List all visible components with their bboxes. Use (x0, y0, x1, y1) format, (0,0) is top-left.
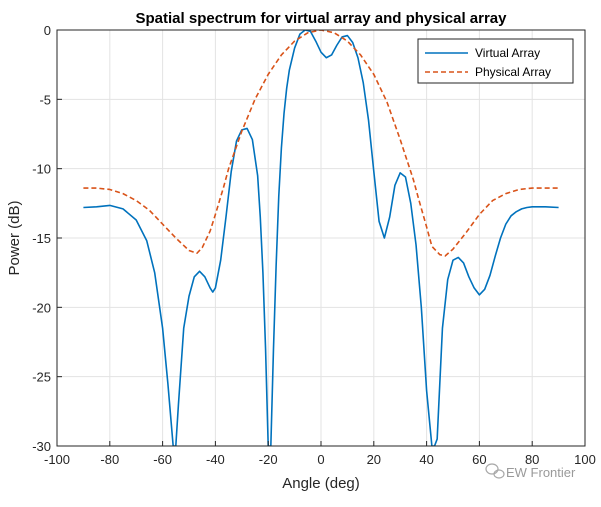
x-tick-label: 40 (419, 452, 433, 467)
series-group (83, 30, 559, 446)
y-tick-label: -5 (39, 92, 51, 107)
wechat-icon (485, 463, 505, 479)
x-tick-label: 20 (367, 452, 381, 467)
watermark: EW Frontier (485, 463, 576, 480)
legend-box (417, 38, 574, 84)
x-axis-label: Angle (deg) (282, 475, 360, 492)
y-tick-label: -10 (32, 162, 51, 177)
x-tick-label: 80 (525, 452, 539, 467)
y-tick-label: -15 (32, 231, 51, 246)
y-tick-label: 0 (44, 23, 51, 38)
y-axis-label: Power (dB) (6, 200, 23, 275)
ticks: -100 -80 -60 -40 -20 0 20 40 60 80 100 0 -5 -10 -15 -20… (32, 23, 596, 467)
series-line-virtual-array (83, 30, 559, 446)
x-tick-label: 0 (317, 452, 324, 467)
x-tick-label: -100 (44, 452, 70, 467)
x-tick-label: 60 (472, 452, 486, 467)
y-tick-label: -25 (32, 370, 51, 385)
watermark-text: EW Frontier (506, 465, 576, 480)
y-tick-label: -20 (32, 300, 51, 315)
series-line-physical-array (83, 30, 559, 257)
x-tick-label: -60 (153, 452, 172, 467)
x-tick-label: 100 (574, 452, 596, 467)
x-tick-label: -20 (259, 452, 278, 467)
x-tick-label: -40 (206, 452, 225, 467)
y-tick-label: -30 (32, 439, 51, 454)
legend-label-physical-array: Physical Array (475, 65, 551, 79)
legend: Virtual Array Physical Array (417, 38, 574, 84)
x-tick-label: -80 (100, 452, 119, 467)
chart-title: Spatial spectrum for virtual array and p… (136, 10, 508, 27)
legend-label-virtual-array: Virtual Array (475, 46, 540, 60)
